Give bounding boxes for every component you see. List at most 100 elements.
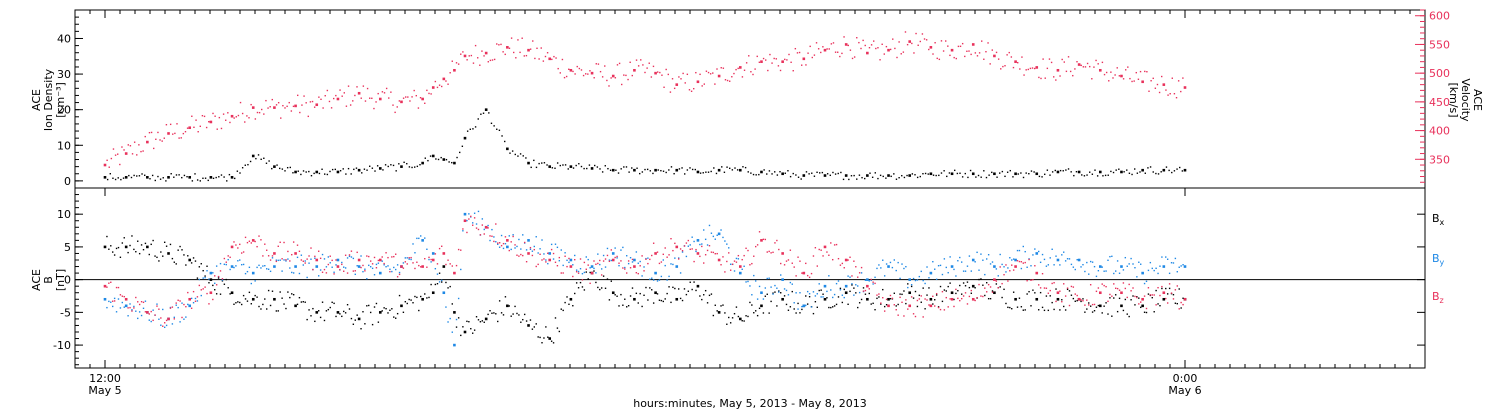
- bx-dot: [853, 287, 855, 289]
- bx-point: [315, 311, 319, 314]
- ion-density-dot: [371, 167, 374, 169]
- bx-dot: [406, 302, 408, 305]
- ion-density-dot: [636, 167, 638, 169]
- ion-density-dot: [713, 167, 715, 169]
- bz-point: [103, 284, 107, 288]
- velocity-dot: [1173, 93, 1176, 95]
- bz-dot: [966, 303, 969, 305]
- bz-dot: [737, 254, 740, 257]
- by-dot: [420, 235, 422, 237]
- ion-density-point: [294, 170, 297, 174]
- bz-dot: [928, 304, 930, 306]
- by-dot: [518, 238, 520, 241]
- by-dot: [319, 269, 322, 271]
- by-dot: [997, 275, 999, 277]
- velocity-dot: [161, 140, 163, 142]
- bz-point: [1141, 297, 1144, 301]
- ion-density-dot: [1067, 168, 1070, 170]
- velocity-dot: [525, 54, 528, 57]
- bx-dot: [681, 299, 684, 302]
- velocity-dot: [625, 74, 627, 77]
- by-dot: [560, 249, 562, 251]
- by-dot: [558, 259, 561, 262]
- velocity-dot: [398, 100, 401, 102]
- ion-density-dot: [946, 175, 948, 178]
- by-dot: [600, 268, 603, 270]
- bx-dot: [196, 277, 199, 279]
- by-dot: [514, 247, 516, 249]
- by-dot: [493, 236, 495, 238]
- velocity-dot: [860, 47, 862, 50]
- bx-dot: [1089, 305, 1092, 307]
- bx-dot: [106, 235, 108, 238]
- ion-density-dot: [215, 176, 217, 179]
- bz-dot: [235, 244, 237, 246]
- bx-dot: [708, 294, 711, 297]
- bx-dot: [1028, 290, 1030, 293]
- by-dot: [962, 270, 965, 272]
- velocity-dot: [108, 166, 110, 168]
- bz-dot: [583, 261, 586, 264]
- bx-dot: [982, 284, 984, 286]
- by-dot: [495, 241, 497, 243]
- velocity-dot: [915, 32, 917, 35]
- by-dot: [1089, 260, 1092, 263]
- bx-dot: [212, 284, 214, 287]
- bx-dot: [206, 265, 208, 267]
- bx-dot: [751, 304, 753, 306]
- by-dot: [508, 235, 510, 237]
- bx-dot: [907, 283, 909, 285]
- by-dot: [1143, 282, 1146, 285]
- velocity-dot: [1002, 65, 1004, 68]
- velocity-dot: [817, 48, 820, 50]
- velocity-dot: [546, 52, 549, 54]
- ion-density-dot: [660, 169, 662, 172]
- by-dot: [566, 259, 568, 262]
- bz-dot: [115, 286, 118, 289]
- velocity-dot: [277, 101, 280, 104]
- by-dot: [412, 243, 414, 245]
- bz-dot: [212, 298, 214, 301]
- by-dot: [832, 296, 834, 299]
- bx-dot: [772, 292, 774, 294]
- bz-dot: [753, 255, 755, 257]
- bx-dot: [706, 302, 709, 304]
- ion-density-dot: [342, 168, 344, 170]
- by-dot: [497, 243, 499, 245]
- ion-density-dot: [588, 164, 591, 166]
- bx-point: [251, 297, 255, 301]
- x-tick-date-label: May 6: [1168, 384, 1201, 397]
- bx-dot: [858, 302, 861, 304]
- bz-point: [866, 284, 869, 288]
- bx-dot: [1151, 296, 1153, 299]
- velocity-dot: [362, 85, 365, 87]
- by-dot: [428, 258, 430, 261]
- bz-point: [315, 258, 319, 262]
- bx-dot: [502, 314, 505, 316]
- bx-dot: [1136, 296, 1138, 298]
- ion-density-dot: [257, 154, 260, 156]
- bz-dot: [135, 296, 137, 299]
- x-tick-time-label: 12:00: [89, 372, 121, 385]
- ion-density-dot: [895, 178, 898, 180]
- bz-dot: [681, 250, 684, 252]
- by-dot: [229, 268, 231, 271]
- bz-dot: [652, 242, 655, 244]
- ion-density-dot: [1139, 171, 1141, 173]
- bz-dot: [508, 249, 510, 252]
- bx-dot: [1165, 287, 1167, 290]
- by-dot: [989, 263, 992, 265]
- by-dot: [348, 255, 351, 258]
- by-dot: [1068, 258, 1071, 260]
- bz-dot: [1088, 304, 1090, 306]
- velocity-dot: [201, 114, 204, 117]
- velocity-dot: [627, 78, 629, 81]
- by-dot: [445, 306, 447, 308]
- ion-density-dot: [496, 128, 498, 130]
- ion-density-dot: [1168, 169, 1170, 172]
- bx-point: [1141, 304, 1144, 308]
- bx-dot: [687, 290, 690, 292]
- bz-dot: [955, 288, 957, 291]
- velocity-dot: [1133, 80, 1135, 82]
- by-dot: [331, 266, 333, 268]
